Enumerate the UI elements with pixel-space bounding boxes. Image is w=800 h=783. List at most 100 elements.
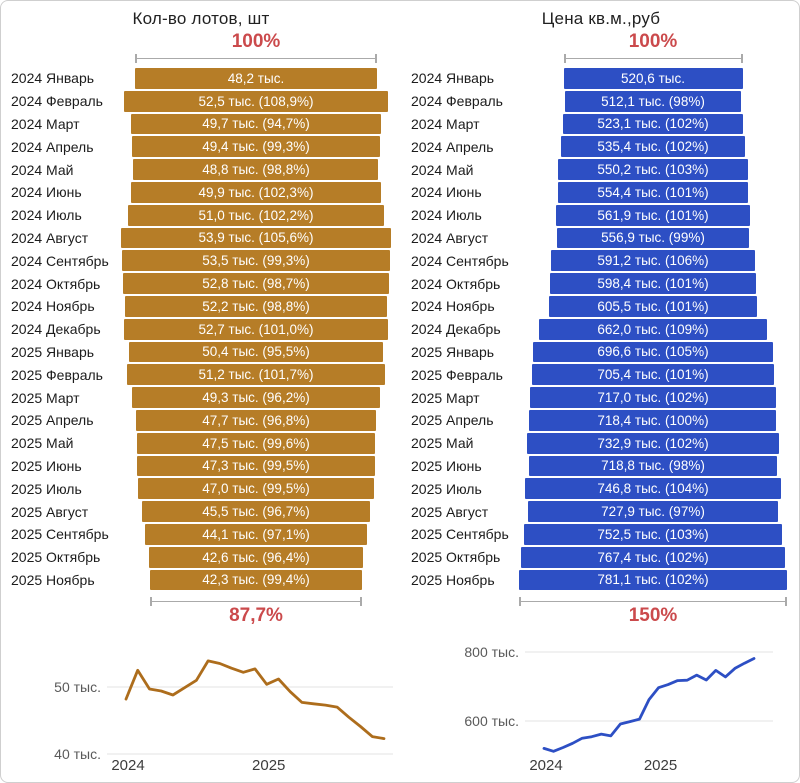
month-label: 2025 Октябрь [411,549,501,566]
funnel-bar[interactable]: 52,8 тыс. (98,7%) [123,273,389,294]
trend-line-chart: 800 тыс. 600 тыс. 2024 2025 [464,644,773,774]
bar-value-label: 746,8 тыс. (104%) [597,481,709,497]
funnel-bar[interactable]: 49,7 тыс. (94,7%) [131,113,381,135]
month-label: 2025 Июнь [11,457,82,474]
funnel-bar[interactable]: 732,9 тыс. (102%) [527,432,779,454]
funnel-bar[interactable]: 535,4 тыс. (102%) [560,136,746,158]
funnel-row: 2024 Май 550,2 тыс. (103%) [401,158,799,181]
funnel-bar[interactable]: 696,6 тыс. (105%) [533,341,773,363]
funnel-bar[interactable]: 53,5 тыс. (99,3%) [121,250,391,272]
funnel-bar[interactable]: 53,9 тыс. (105,6%) [120,227,392,249]
funnel-bar[interactable]: 718,8 тыс. (98%) [529,455,777,477]
funnel-row: 2025 Май 47,5 тыс. (99,6%) [1,432,401,455]
month-label: 2025 Май [11,435,74,452]
month-label: 2025 Апрель [11,412,94,429]
bracket-line [149,600,363,602]
funnel-bar[interactable]: 44,1 тыс. (97,1%) [145,523,367,545]
funnel-row: 2025 Май 732,9 тыс. (102%) [401,432,799,455]
funnel-bar[interactable]: 705,4 тыс. (101%) [531,364,775,386]
funnel-bar[interactable]: 781,1 тыс. (102%) [518,569,788,591]
funnel-bar[interactable]: 48,8 тыс. (98,8%) [133,159,379,180]
funnel-bar[interactable]: 550,2 тыс. (103%) [558,159,748,180]
funnel-bar[interactable]: 512,1 тыс. (98%) [564,90,742,112]
month-label: 2024 Январь [11,70,95,87]
funnel-bar[interactable]: 47,5 тыс. (99,6%) [136,432,376,454]
funnel-rows: 2024 Январь 520,6 тыс. 2024 Февраль 512,1 т… [401,67,799,592]
x-axis-tick-label: 2024 [111,757,144,774]
bar-value-label: 752,5 тыс. (103%) [597,526,709,542]
bar-value-label: 717,0 тыс. (102%) [597,390,709,406]
funnel-row: 2024 Сентябрь 591,2 тыс. (106%) [401,249,799,272]
month-label: 2025 Март [11,389,80,406]
month-label: 2024 Октябрь [411,275,501,292]
bar-value-label: 727,9 тыс. (97%) [601,504,705,520]
funnel-bar[interactable]: 42,6 тыс. (96,4%) [149,546,363,568]
funnel-bar[interactable]: 48,2 тыс. [135,68,377,89]
funnel-row: 2025 Ноябрь 42,3 тыс. (99,4%) [1,569,401,592]
reference-bracket-bottom [518,597,788,606]
bar-value-label: 51,2 тыс. (101,7%) [198,367,314,383]
bar-value-label: 45,5 тыс. (96,7%) [202,504,310,520]
funnel-bar[interactable]: 49,3 тыс. (96,2%) [132,387,380,408]
bar-value-label: 705,4 тыс. (101%) [597,367,709,383]
month-label: 2025 Октябрь [11,549,101,566]
bar-value-label: 52,5 тыс. (108,9%) [198,93,314,109]
funnel-row: 2024 Январь 48,2 тыс. [1,67,401,90]
bar-value-label: 523,1 тыс. (102%) [597,116,709,132]
bar-value-label: 605,5 тыс. (101%) [597,298,709,314]
bar-value-label: 48,8 тыс. (98,8%) [202,162,310,178]
month-label: 2025 Январь [11,343,95,360]
top-percent-label: 100% [628,31,678,52]
month-label: 2024 Июль [11,207,82,224]
reference-bracket-bottom [149,597,363,606]
chart-title: Цена кв.м.,руб [541,9,661,28]
funnel-bar[interactable]: 605,5 тыс. (101%) [548,295,758,317]
funnel-bar[interactable]: 42,3 тыс. (99,4%) [149,569,363,591]
month-label: 2025 Апрель [411,412,494,429]
funnel-bar[interactable]: 49,4 тыс. (99,3%) [131,136,380,158]
funnel-row: 2024 Январь 520,6 тыс. [401,67,799,90]
funnel-bar[interactable]: 51,2 тыс. (101,7%) [127,364,385,386]
month-label: 2025 Ноябрь [11,571,95,588]
funnel-bar[interactable]: 52,2 тыс. (98,8%) [124,295,388,317]
bar-value-label: 718,8 тыс. (98%) [601,458,705,474]
funnel-bar[interactable]: 591,2 тыс. (106%) [551,250,755,272]
bar-value-label: 554,4 тыс. (101%) [597,184,709,200]
bar-value-label: 53,5 тыс. (99,3%) [202,253,310,269]
funnel-bar[interactable]: 561,9 тыс. (101%) [556,204,750,226]
funnel-bar[interactable]: 520,6 тыс. [563,68,743,89]
funnel-bar[interactable]: 52,5 тыс. (108,9%) [124,90,388,112]
bar-value-label: 50,4 тыс. (95,5%) [202,344,310,360]
funnel-bar[interactable]: 598,4 тыс. (101%) [550,273,756,294]
funnel-bar[interactable]: 47,7 тыс. (96,8%) [136,409,376,431]
funnel-bar[interactable]: 51,0 тыс. (102,2%) [127,204,385,226]
funnel-bar[interactable]: 554,4 тыс. (101%) [557,181,749,203]
funnel-bar[interactable]: 752,5 тыс. (103%) [523,523,783,545]
funnel-bar[interactable]: 767,4 тыс. (102%) [521,546,785,568]
funnel-bar[interactable]: 47,3 тыс. (99,5%) [137,455,375,477]
trend-line [124,659,386,740]
bar-value-label: 47,5 тыс. (99,6%) [202,435,310,451]
funnel-row: 2024 Апрель 49,4 тыс. (99,3%) [1,135,401,158]
month-label: 2024 Июнь [11,184,82,201]
trend-line-chart: 50 тыс. 40 тыс. 2024 2025 [54,659,393,774]
funnel-row: 2024 Октябрь 598,4 тыс. (101%) [401,272,799,295]
funnel-bar[interactable]: 50,4 тыс. (95,5%) [129,341,383,363]
funnel-bar[interactable]: 717,0 тыс. (102%) [529,387,777,408]
month-label: 2024 Февраль [411,93,503,110]
funnel-bar[interactable]: 718,4 тыс. (100%) [529,409,777,431]
funnel-bar[interactable]: 556,9 тыс. (99%) [557,227,749,249]
funnel-row: 2024 Февраль 512,1 тыс. (98%) [401,90,799,113]
funnel-bar[interactable]: 49,9 тыс. (102,3%) [130,181,382,203]
funnel-bar[interactable]: 523,1 тыс. (102%) [563,113,743,135]
funnel-bar[interactable]: 45,5 тыс. (96,7%) [141,501,371,522]
funnel-bar[interactable]: 662,0 тыс. (109%) [539,318,767,340]
funnel-bar[interactable]: 52,7 тыс. (101,0%) [123,318,389,340]
funnel-row: 2024 Ноябрь 52,2 тыс. (98,8%) [1,295,401,318]
funnel-row: 2025 Ноябрь 781,1 тыс. (102%) [401,569,799,592]
month-label: 2024 Апрель [411,138,494,155]
funnel-bar[interactable]: 746,8 тыс. (104%) [524,478,782,500]
funnel-bar[interactable]: 47,0 тыс. (99,5%) [138,478,374,500]
funnel-bar[interactable]: 727,9 тыс. (97%) [527,501,779,522]
